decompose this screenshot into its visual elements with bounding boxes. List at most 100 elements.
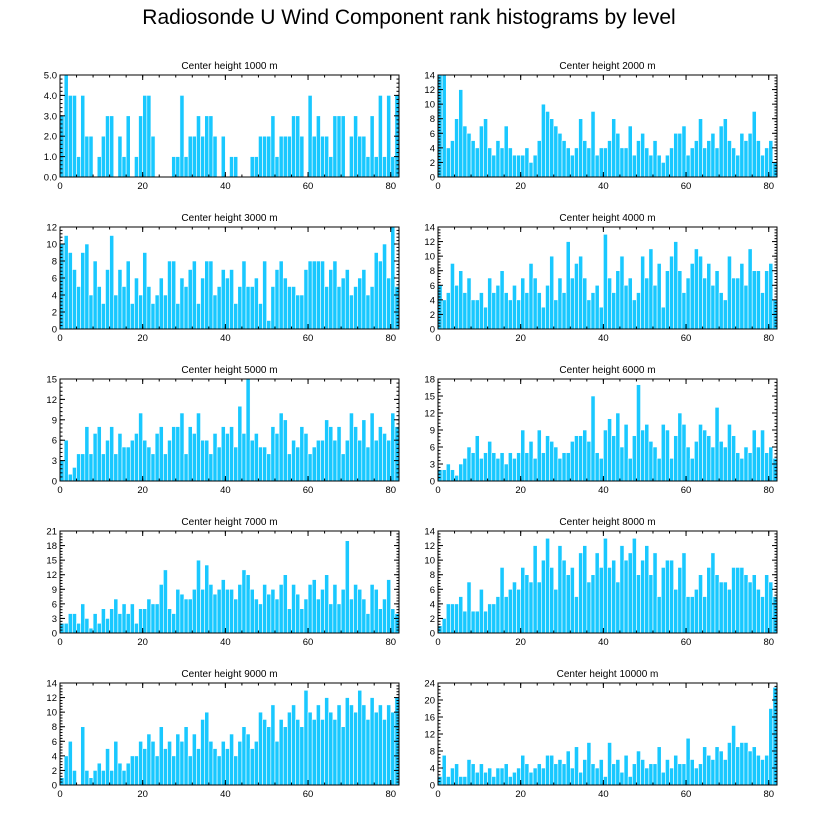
x-tick-label: 0 (435, 637, 440, 648)
plot-frame (59, 378, 400, 482)
histogram-bar (743, 574, 749, 634)
x-tick-label: 60 (303, 789, 314, 800)
panel-title: Center height 7000 m (181, 517, 277, 528)
histogram-bar (229, 588, 234, 634)
histogram-bar (760, 759, 765, 786)
histogram-bar (681, 292, 687, 330)
histogram-bar (101, 135, 106, 178)
histogram-bar (204, 260, 210, 330)
x-tick-label: 0 (435, 485, 440, 496)
histogram-bar (727, 424, 732, 482)
histogram-bar (441, 469, 447, 482)
histogram-bar (76, 156, 81, 178)
histogram-bar (117, 613, 123, 634)
histogram-bar (196, 303, 201, 330)
histogram-bar (142, 252, 148, 330)
histogram-bar (685, 596, 691, 634)
histogram-bar (445, 147, 451, 178)
histogram-bar (466, 581, 472, 634)
histogram-bar (499, 767, 505, 786)
histogram-bar (357, 277, 363, 330)
histogram-bar (390, 156, 396, 178)
histogram-bar (685, 154, 691, 178)
histogram-bar (524, 147, 530, 178)
y-tick-label: 10 (424, 556, 435, 567)
histogram-bar (445, 292, 451, 330)
x-tick-label: 20 (137, 789, 148, 800)
histogram-bar (627, 125, 633, 178)
histogram-bar (291, 439, 296, 482)
histogram-bar (735, 746, 741, 786)
histogram-bar (229, 156, 234, 178)
y-tick-label: 8 (52, 722, 57, 733)
histogram-bar (458, 89, 464, 178)
histogram-bar (499, 452, 505, 482)
histogram-bar (756, 270, 761, 330)
histogram-bar (220, 269, 226, 330)
histogram-bar (532, 545, 538, 634)
histogram-bar (163, 569, 168, 634)
histogram-bar (520, 429, 526, 482)
x-tick-label: 80 (385, 181, 396, 192)
histogram-bar (357, 439, 363, 482)
histogram-bar (656, 746, 662, 786)
y-tick-label: 4.0 (44, 91, 57, 102)
histogram-bar (390, 608, 396, 634)
histogram-bar (216, 588, 222, 634)
histogram-bar (660, 771, 666, 786)
histogram-bar (557, 277, 563, 330)
histogram-bar (295, 719, 301, 786)
histogram-bar (369, 584, 375, 634)
histogram-bar (491, 776, 497, 786)
histogram-bar (361, 419, 367, 482)
histogram-bar (702, 277, 708, 330)
panel-title: Center height 8000 m (559, 517, 655, 528)
y-tick-label: 6 (52, 599, 57, 610)
histogram-bar (541, 452, 546, 482)
histogram-bar (316, 598, 321, 634)
histogram-bar (254, 277, 259, 330)
histogram-bar (764, 270, 770, 330)
histogram-bar (731, 435, 736, 482)
histogram-bar (727, 588, 732, 634)
histogram-bar (644, 147, 650, 178)
histogram-bar (142, 439, 148, 482)
x-tick-label: 60 (681, 789, 692, 800)
histogram-bar (249, 439, 255, 482)
y-tick-label: 18 (424, 375, 435, 386)
histogram-bar (454, 603, 459, 634)
histogram-bar (59, 243, 65, 330)
histogram-bar (233, 755, 239, 786)
histogram-bar (278, 412, 284, 482)
histogram-bar (134, 433, 139, 482)
histogram-bar (72, 95, 77, 178)
histogram-bar (557, 458, 563, 482)
histogram-bar (187, 426, 193, 482)
histogram-bar (640, 759, 646, 786)
histogram-bar (187, 135, 193, 178)
histogram-bar (470, 140, 476, 178)
histogram-bar (615, 132, 621, 178)
histogram-bar (117, 269, 123, 330)
histogram-bar (245, 733, 251, 786)
y-tick-label: 3 (52, 456, 57, 467)
histogram-bar (474, 610, 480, 634)
histogram-bar (483, 771, 488, 786)
histogram-bar (382, 433, 387, 482)
histogram-bar (129, 755, 135, 786)
histogram-bar (619, 147, 625, 178)
histogram-bar (727, 255, 732, 330)
histogram-bar (171, 613, 177, 634)
histogram-bar (179, 95, 185, 178)
histogram-bar (96, 426, 102, 482)
y-tick-label: 0 (430, 629, 435, 640)
histogram-bar (569, 767, 575, 786)
histogram-bar (386, 439, 392, 482)
histogram-bar (520, 567, 526, 634)
histogram-bar (598, 306, 604, 330)
histogram-bar (632, 154, 637, 178)
histogram-bar (458, 463, 464, 482)
histogram-bar (353, 115, 358, 178)
histogram-bar (640, 559, 646, 634)
y-tick-label: 14 (424, 71, 435, 82)
